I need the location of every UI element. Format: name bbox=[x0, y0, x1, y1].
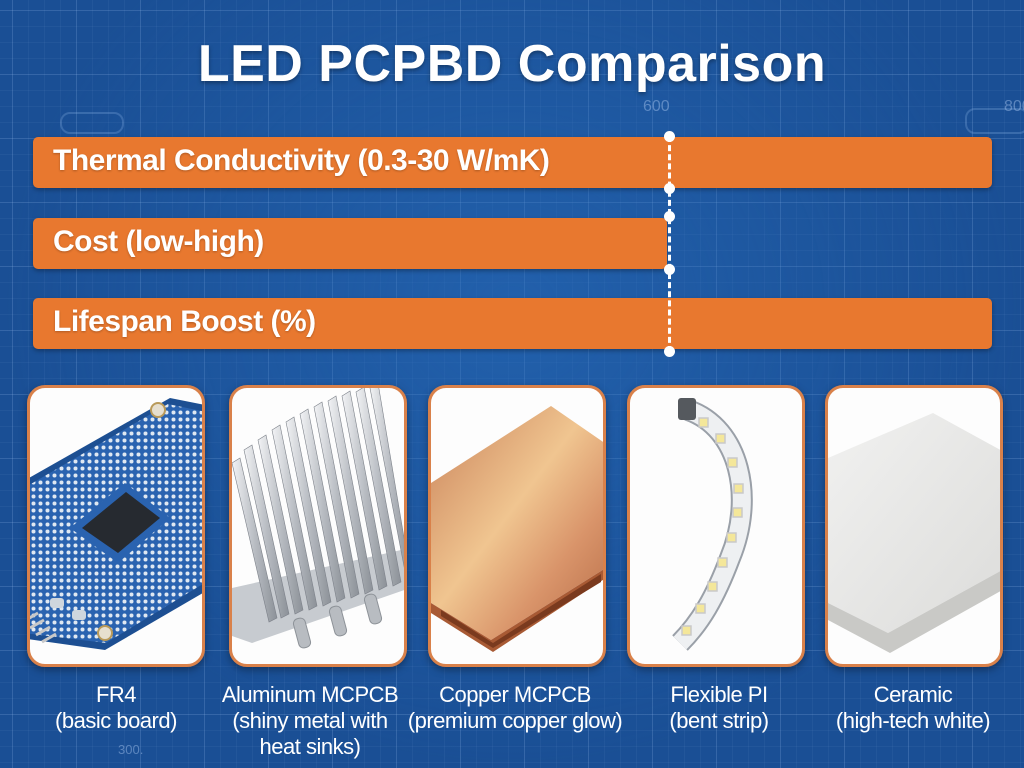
blueprint-note: 300. bbox=[118, 742, 144, 757]
blueprint-shape bbox=[965, 108, 1024, 134]
item-name: FR4 bbox=[95, 682, 137, 707]
ceramic-slab-image bbox=[828, 413, 1000, 653]
card-ceramic bbox=[825, 385, 1003, 667]
marker-dot bbox=[664, 183, 675, 194]
bar-lifespan-boost: Lifespan Boost (%) bbox=[33, 298, 992, 349]
caption-copper-mcpcb: Copper MCPCB (premium copper glow) bbox=[395, 682, 635, 734]
card-flexible-pi bbox=[627, 385, 805, 667]
blueprint-shape bbox=[60, 112, 124, 134]
marker-dot bbox=[664, 346, 675, 357]
item-description: (shiny metal with bbox=[232, 708, 388, 733]
card-fr4 bbox=[27, 385, 205, 667]
marker-dot bbox=[664, 211, 675, 222]
flexible-led-strip-image bbox=[672, 398, 753, 651]
bar-label: Lifespan Boost (%) bbox=[53, 305, 316, 338]
item-description: (premium copper glow) bbox=[407, 708, 623, 733]
fr4-board-image bbox=[30, 398, 202, 650]
marker-dot bbox=[664, 131, 675, 142]
dashed-marker-line bbox=[668, 136, 671, 352]
item-name: Ceramic bbox=[873, 682, 953, 707]
copper-plate-image bbox=[431, 406, 603, 652]
aluminum-heatsink-image bbox=[232, 388, 404, 649]
caption-aluminum-mcpcb: Aluminum MCPCB (shiny metal with heat si… bbox=[210, 682, 410, 760]
caption-flexible-pi: Flexible PI (bent strip) bbox=[619, 682, 819, 734]
blueprint-note: 600 bbox=[643, 98, 670, 115]
bar-thermal-conductivity: Thermal Conductivity (0.3-30 W/mK) bbox=[33, 137, 992, 188]
caption-fr4: FR4 (basic board) bbox=[16, 682, 216, 734]
card-aluminum-mcpcb bbox=[229, 385, 407, 667]
page-title: LED PCPBD Comparison bbox=[197, 35, 827, 93]
item-description: (basic board) bbox=[55, 708, 177, 733]
item-name: Flexible PI bbox=[670, 682, 768, 707]
bar-label: Cost (low-high) bbox=[53, 225, 264, 258]
bar-cost: Cost (low-high) bbox=[33, 218, 667, 269]
marker-dot bbox=[664, 264, 675, 275]
item-name: Aluminum MCPCB bbox=[221, 682, 399, 707]
card-copper-mcpcb bbox=[428, 385, 606, 667]
caption-ceramic: Ceramic (high-tech white) bbox=[813, 682, 1013, 734]
item-name: Copper MCPCB bbox=[439, 682, 591, 707]
bar-label: Thermal Conductivity (0.3-30 W/mK) bbox=[53, 144, 550, 177]
item-description: (bent strip) bbox=[669, 708, 769, 733]
item-description: (high-tech white) bbox=[835, 708, 991, 733]
item-description-cont: heat sinks) bbox=[259, 734, 361, 759]
